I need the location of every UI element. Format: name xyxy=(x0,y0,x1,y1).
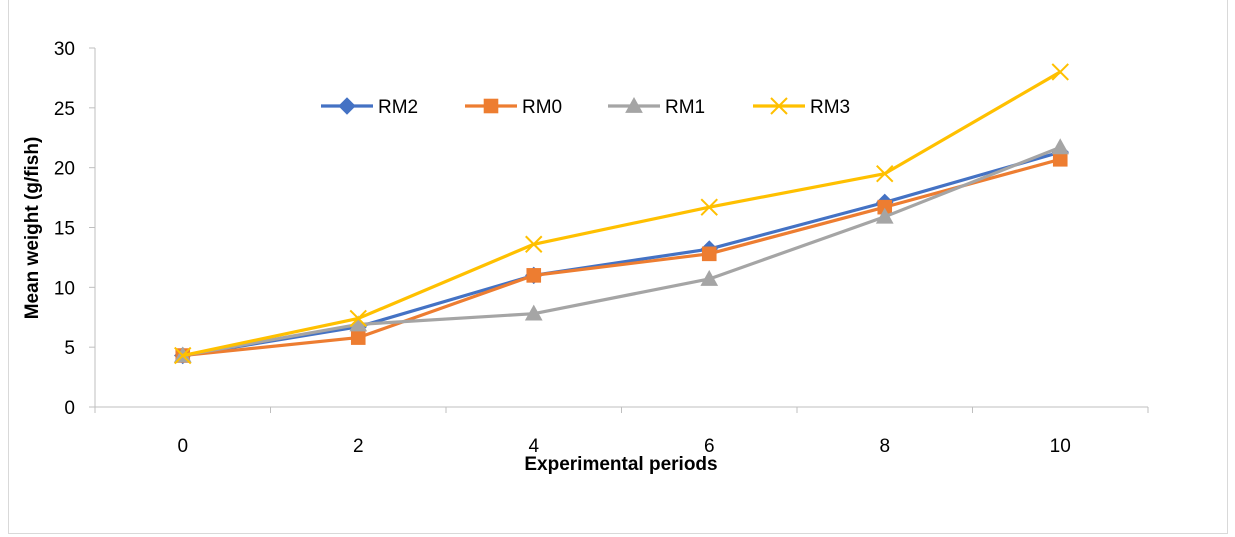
x-axis-title: Experimental periods xyxy=(524,454,717,475)
data-point xyxy=(701,246,717,262)
legend-item-rm3: RM3 xyxy=(753,97,850,118)
x-tick-label: 2 xyxy=(353,436,364,457)
legend-marker xyxy=(625,96,643,113)
x-tick-label: 6 xyxy=(704,436,715,457)
legend-label: RM2 xyxy=(378,97,418,118)
x-tick-label: 4 xyxy=(528,436,539,457)
legend-label: RM3 xyxy=(810,97,850,118)
y-tick-label: 15 xyxy=(54,219,75,240)
data-point xyxy=(1051,63,1069,81)
data-point xyxy=(174,346,192,365)
series-rm0 xyxy=(175,151,1068,363)
data-point xyxy=(1051,138,1070,155)
data-point xyxy=(1052,151,1068,167)
y-tick-label: 5 xyxy=(64,338,75,359)
data-point xyxy=(700,269,719,286)
data-point xyxy=(700,198,718,216)
series-line xyxy=(182,145,1061,358)
series-rm2 xyxy=(174,143,1069,365)
data-point xyxy=(349,309,367,328)
y-axis-title: Mean weight (g/fish) xyxy=(22,137,43,320)
series-line xyxy=(182,157,1061,358)
x-tick-label: 10 xyxy=(1050,436,1071,457)
series-rm3 xyxy=(174,63,1069,365)
series-line xyxy=(182,70,1062,358)
legend: RM2 RM0 RM1 RM3 xyxy=(321,96,850,118)
y-tick-label: 0 xyxy=(64,398,75,419)
legend-marker xyxy=(483,98,499,114)
legend-item-rm2: RM2 xyxy=(321,97,418,118)
legend-marker xyxy=(770,97,788,115)
data-point xyxy=(350,330,366,345)
x-tick-label: 8 xyxy=(879,436,890,457)
y-tick-label: 25 xyxy=(54,99,75,120)
series-layer xyxy=(173,63,1070,365)
data-point xyxy=(524,304,543,321)
data-point xyxy=(525,235,543,253)
axes: 0 5 10 15 20 25 30 0 2 4 6 8 10 xyxy=(54,39,1149,457)
series-line xyxy=(182,150,1061,358)
legend-label: RM0 xyxy=(522,97,562,118)
y-tick-label: 30 xyxy=(54,39,75,60)
legend-label: RM1 xyxy=(665,97,705,118)
x-tick-label: 0 xyxy=(177,436,188,457)
y-tick-label: 10 xyxy=(54,278,75,299)
y-tick-label: 20 xyxy=(54,159,75,180)
legend-item-rm1: RM1 xyxy=(608,96,705,118)
legend-item-rm0: RM0 xyxy=(465,97,562,118)
data-point xyxy=(876,164,894,183)
chart-frame xyxy=(8,0,1228,534)
data-point xyxy=(526,268,542,283)
data-point xyxy=(875,207,894,224)
legend-marker xyxy=(338,97,356,115)
